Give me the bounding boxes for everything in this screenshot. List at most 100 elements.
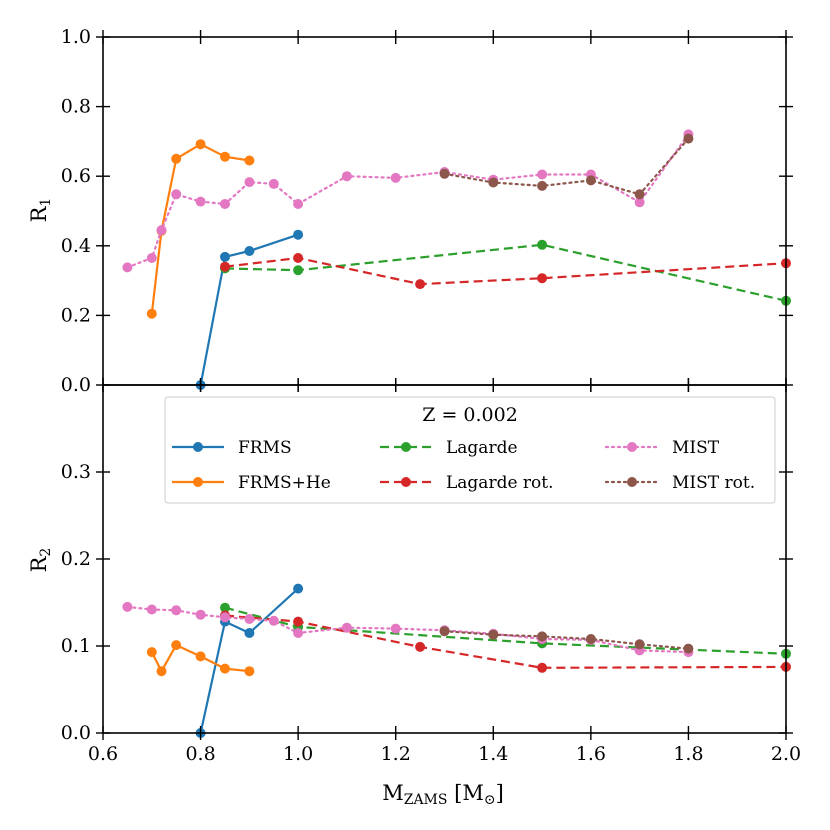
legend-label-mist: MIST — [672, 438, 720, 458]
data-point-lagarde-rot — [220, 261, 230, 272]
y-tick-label: 0.1 — [61, 635, 91, 657]
data-point-frms-he — [146, 647, 157, 658]
legend-marker-mist — [627, 442, 637, 452]
series-line-mist-panel1 — [126, 133, 690, 269]
data-point-frms-he — [156, 666, 167, 677]
data-point-mist-rot — [537, 180, 548, 191]
data-point-mist — [244, 177, 255, 188]
data-point-frms — [293, 583, 304, 594]
series-line-mist-rot-panel2 — [443, 630, 690, 650]
legend-entry-frms-he: FRMS+He — [172, 473, 331, 493]
legend-entry-mist-rot: MIST rot. — [604, 473, 755, 493]
legend-label-lagarde-rot: Lagarde rot. — [446, 473, 554, 493]
data-point-mist-rot — [683, 133, 694, 144]
data-point-mist-rot — [439, 168, 450, 179]
x-tick-label: 1.0 — [283, 743, 313, 765]
data-point-mist-rot — [537, 631, 548, 642]
data-point-mist — [156, 225, 167, 236]
legend-label-frms: FRMS — [238, 438, 292, 458]
label-layer: MZAMS [M⊙] R1 R2 — [27, 198, 504, 808]
data-point-mist-rot — [634, 189, 645, 200]
y-tick-label: 0.3 — [61, 461, 91, 483]
data-point-frms — [293, 229, 304, 240]
series-line-frms-he-panel1 — [150, 143, 250, 314]
legend-label-mist-rot: MIST rot. — [672, 473, 755, 493]
data-point-frms-he — [244, 155, 255, 166]
panel-1-plot — [122, 129, 791, 390]
series-line-lagarde-rot-panel1 — [224, 256, 787, 286]
legend-entry-mist: MIST — [604, 438, 720, 458]
data-point-mist-rot — [585, 175, 596, 186]
panel-2-plot — [122, 583, 791, 738]
data-point-lagarde-rot — [415, 641, 426, 652]
x-tick-label: 1.6 — [576, 743, 606, 765]
y-tick-label: 0.0 — [61, 374, 91, 396]
series-line-mist-rot-panel1 — [443, 137, 690, 196]
legend: Z = 0.002 FRMS FRMS+He Lagarde Lagarde rot.… — [164, 396, 776, 504]
legend-marker-frms — [193, 442, 203, 452]
y-tick-label: 0.2 — [61, 304, 91, 326]
y-tick-label: 0.6 — [61, 165, 91, 187]
y-tick-label: 0.8 — [61, 96, 91, 118]
y-tick-label: 0.2 — [61, 548, 91, 570]
data-point-mist — [268, 615, 279, 626]
data-point-mist — [244, 614, 255, 624]
x-tick-label: 0.6 — [88, 743, 118, 765]
legend-title: Z = 0.002 — [422, 404, 518, 426]
series-line-mist-panel2 — [126, 605, 690, 654]
data-point-frms-he — [220, 663, 230, 674]
data-point-frms — [244, 628, 255, 638]
data-point-frms-he — [171, 640, 182, 651]
data-point-mist — [171, 605, 182, 616]
legend-marker-lagarde — [401, 442, 411, 452]
data-point-lagarde — [293, 265, 304, 276]
y-tick-label: 0.0 — [61, 722, 91, 744]
data-point-lagarde-rot — [293, 616, 304, 627]
data-point-mist-rot — [585, 634, 596, 644]
data-point-mist — [341, 171, 352, 182]
series-line-frms-panel1 — [199, 233, 299, 386]
legend-label-lagarde: Lagarde — [446, 438, 518, 458]
frame-layer: 0.0 0.2 0.4 0.6 0.8 1.0 0.0 0.1 0.2 0.3 0.6 0.8 1.0 1… — [61, 26, 801, 765]
data-point-frms-he — [146, 308, 157, 319]
legend-label-frms-he: FRMS+He — [238, 473, 331, 493]
data-point-mist — [122, 601, 133, 612]
data-point-lagarde-rot — [537, 662, 548, 673]
panel-1-frame — [102, 36, 787, 386]
data-point-mist — [171, 189, 182, 200]
data-point-mist — [220, 612, 230, 623]
legend-marker-frms-he — [193, 477, 203, 487]
data-point-lagarde — [220, 602, 230, 613]
legend-entry-frms: FRMS — [172, 438, 292, 458]
data-point-mist-rot — [439, 626, 450, 637]
legend-marker-mist-rot — [627, 477, 637, 487]
data-point-frms-he — [195, 651, 206, 662]
data-point-frms-he — [244, 666, 255, 677]
data-point-mist — [634, 197, 645, 208]
data-point-frms-he — [220, 151, 230, 162]
data-point-mist — [122, 262, 133, 273]
data-point-frms-he — [195, 139, 206, 150]
data-point-mist — [146, 253, 157, 263]
data-point-frms-he — [171, 153, 182, 164]
data-point-mist-rot — [683, 643, 694, 654]
data-point-lagarde-rot — [537, 273, 548, 284]
legend-entry-lagarde: Lagarde — [380, 438, 518, 458]
x-tick-label: 1.2 — [381, 743, 411, 765]
data-point-mist — [220, 199, 230, 209]
data-point-frms — [244, 246, 255, 256]
data-point-lagarde-rot — [293, 253, 304, 263]
x-tick-label: 1.4 — [478, 743, 508, 765]
legend-entries: FRMS FRMS+He Lagarde Lagarde rot. MIST MIST r… — [172, 438, 755, 493]
x-axis-label: MZAMS [M⊙] — [382, 781, 504, 808]
data-point-mist-rot — [634, 639, 645, 650]
plot-layer — [122, 129, 791, 738]
data-point-lagarde — [537, 239, 548, 250]
data-point-lagarde-rot — [415, 279, 426, 290]
y-axis-label-top: R1 — [27, 198, 54, 223]
data-point-mist — [195, 609, 206, 620]
legend-box — [164, 396, 776, 504]
data-point-mist — [195, 196, 206, 207]
data-point-mist-rot — [488, 629, 499, 640]
